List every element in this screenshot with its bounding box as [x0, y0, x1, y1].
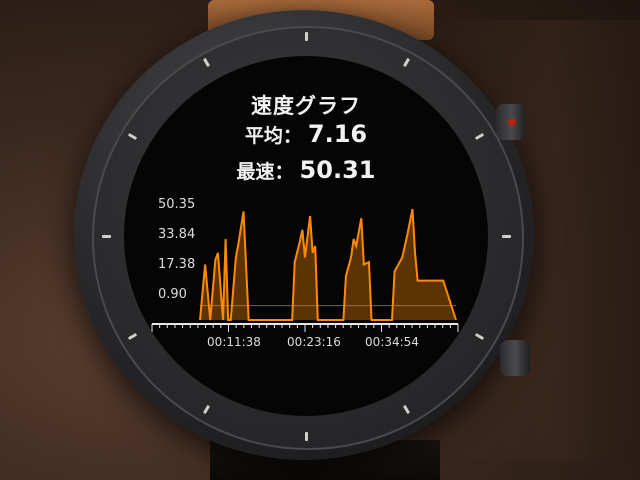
watch-screen[interactable]: 速度グラフ 平均： 7.16 最速： 50.31 50.35 33.84 17.38 0.… — [124, 56, 488, 416]
y-tick-label: 33.84 — [158, 227, 195, 242]
speed-graph-title: 速度グラフ — [251, 94, 361, 118]
speed-area — [200, 209, 456, 320]
speed-series — [199, 208, 457, 321]
speed-line — [199, 208, 457, 321]
x-tick-label: 00:34:54 — [365, 335, 419, 349]
speed-chart: 50.35 33.84 17.38 0.90 00:11:38 00:23:16 00:3… — [151, 197, 459, 349]
average-speed-row: 平均： 7.16 — [124, 120, 488, 148]
max-speed-row: 最速： 50.31 — [124, 156, 488, 184]
y-tick-label: 50.35 — [158, 197, 195, 212]
crown-red-dot — [508, 118, 516, 126]
bezel-tick — [501, 234, 511, 238]
x-axis-labels: 00:11:38 00:23:16 00:34:54 — [207, 335, 419, 349]
average-value: 7.16 — [307, 120, 368, 148]
average-label: 平均： — [244, 125, 302, 147]
bezel-tick — [304, 431, 308, 441]
y-tick-label: 17.38 — [158, 257, 195, 272]
bezel-tick — [101, 234, 111, 238]
x-tick-label: 00:23:16 — [287, 335, 341, 349]
x-tick-label: 00:11:38 — [207, 335, 261, 349]
y-axis-labels: 50.35 33.84 17.38 0.90 — [158, 197, 195, 302]
max-label: 最速： — [236, 161, 294, 183]
max-value: 50.31 — [299, 156, 376, 184]
x-axis-ticks — [151, 324, 459, 332]
bezel-tick — [304, 31, 308, 41]
lower-crown-button[interactable] — [500, 340, 530, 376]
upper-crown-button[interactable] — [496, 104, 526, 140]
y-tick-label: 0.90 — [158, 287, 187, 302]
